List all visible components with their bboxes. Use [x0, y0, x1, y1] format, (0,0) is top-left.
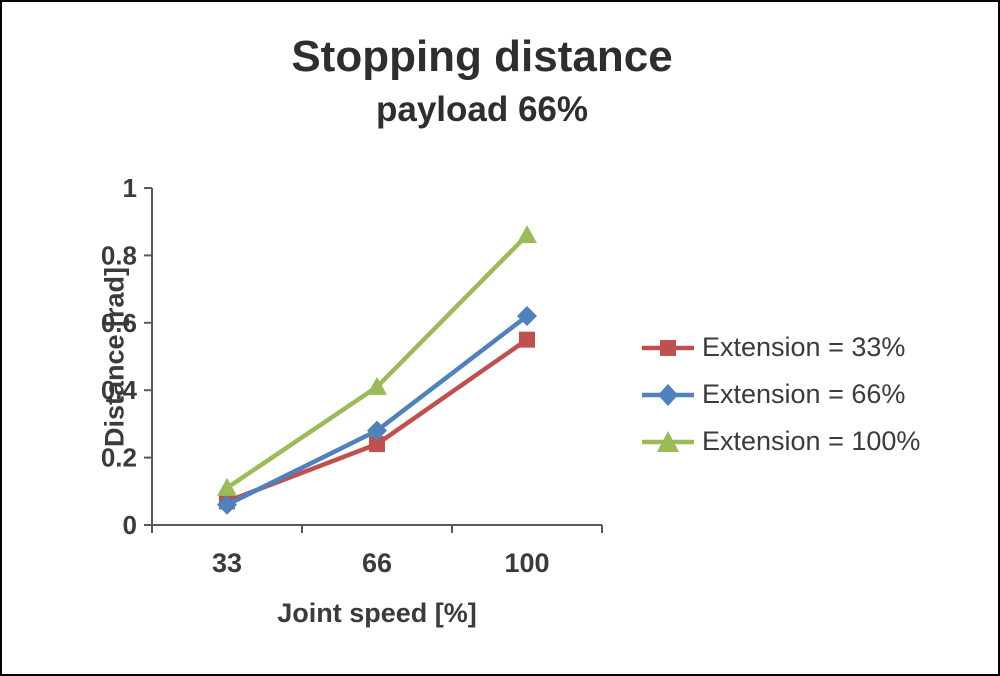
chart-legend: Extension = 33% Extension = 66% Extensio…: [642, 332, 920, 457]
legend-label: Extension = 100%: [702, 426, 921, 456]
y-tick-label: 1: [123, 173, 137, 203]
x-tick-label: 66: [362, 548, 392, 578]
legend-swatch-diamond: [642, 383, 694, 406]
x-axis-title: Joint speed [%]: [277, 598, 477, 628]
y-tick-label: 0.4: [101, 375, 138, 405]
diamond-marker-icon: [217, 494, 237, 515]
diamond-marker-icon: [367, 420, 387, 441]
legend-label: Extension = 66%: [702, 379, 906, 409]
y-axis-title: Distance [rad]: [99, 266, 130, 448]
square-marker-icon: [660, 339, 676, 356]
chart-subtitle: payload 66%: [375, 90, 589, 129]
legend-item: Extension = 33%: [642, 332, 920, 363]
legend-swatch-square: [642, 339, 694, 356]
triangle-marker-icon: [367, 376, 387, 395]
square-marker-icon: [519, 331, 535, 348]
legend-item: Extension = 66%: [642, 379, 920, 410]
triangle-marker-icon: [517, 225, 537, 244]
y-tick-label: 0.6: [101, 308, 137, 338]
legend-swatch-triangle: [642, 430, 694, 452]
series-line: [224, 313, 530, 508]
triangle-marker-icon: [657, 430, 679, 452]
triangle-marker-icon: [217, 477, 237, 496]
x-tick-label: 100: [504, 548, 549, 578]
y-tick-label: 0.2: [101, 443, 137, 473]
x-tick-label: 33: [212, 548, 242, 578]
series-line: [224, 337, 530, 504]
diamond-marker-icon: [517, 306, 537, 327]
y-tick-label: 0: [123, 510, 137, 540]
legend-label: Extension = 33%: [702, 332, 906, 362]
square-marker-icon: [369, 436, 385, 453]
y-tick-label: 0.8: [101, 240, 137, 270]
diamond-marker-icon: [658, 383, 678, 406]
chart-title: Stopping distance: [291, 32, 673, 81]
legend-item: Extension = 100%: [642, 426, 920, 457]
